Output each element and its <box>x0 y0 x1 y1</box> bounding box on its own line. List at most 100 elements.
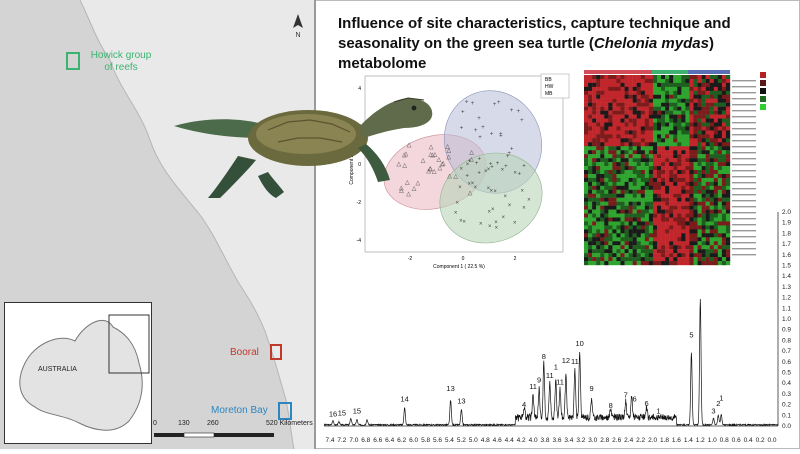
heatmap-cell <box>709 217 714 222</box>
heatmap-cell <box>588 257 593 262</box>
heatmap-cell <box>661 189 666 194</box>
pca-point-mb: × <box>508 203 512 209</box>
heatmap-cell <box>640 225 646 230</box>
heatmap-cell <box>701 257 706 262</box>
heatmap-cell <box>673 150 678 155</box>
heatmap-cell <box>648 126 654 131</box>
heatmap-cell <box>624 221 629 226</box>
heatmap-cell <box>604 158 609 163</box>
heatmap-cell <box>669 90 674 95</box>
heatmap-cell <box>721 86 727 92</box>
heatmap-cell <box>697 102 702 107</box>
heatmap-cell <box>665 106 670 111</box>
heatmap-cell <box>628 233 633 238</box>
heatmap-cell <box>717 197 723 202</box>
heatmap-cell <box>725 170 731 175</box>
nmr-y-tick-label: 1.7 <box>782 241 791 248</box>
heatmap-cell <box>644 193 650 198</box>
heatmap-cell <box>689 221 694 226</box>
heatmap-cell <box>616 177 621 183</box>
heatmap-cell <box>584 257 589 262</box>
heatmap-row-label <box>732 188 756 190</box>
heatmap-cell <box>717 177 723 183</box>
heatmap-cell <box>709 257 714 262</box>
heatmap-cell <box>709 90 714 95</box>
pca-point-mb: × <box>522 205 526 211</box>
heatmap-cell <box>669 221 674 226</box>
heatmap-cell <box>681 229 686 234</box>
heatmap-cell <box>661 126 666 131</box>
heatmap-cell <box>624 249 629 254</box>
heatmap-cell <box>620 154 625 159</box>
heatmap-cell <box>612 90 617 95</box>
heatmap-cell <box>644 86 650 92</box>
heatmap-cell <box>709 197 714 202</box>
heatmap-cell <box>677 138 682 143</box>
heatmap-cell <box>624 154 629 159</box>
heatmap-cell <box>689 126 694 131</box>
pca-point-hw: + <box>490 164 494 170</box>
heatmap-cell <box>689 118 694 123</box>
heatmap-cell <box>620 102 625 107</box>
heatmap-cell <box>673 229 678 234</box>
heatmap-cell <box>600 233 605 238</box>
heatmap-cell <box>632 158 637 163</box>
heatmap-cell <box>677 146 682 151</box>
pca-point-mb: × <box>495 225 499 231</box>
heatmap-cell <box>697 209 702 214</box>
heatmap-cell <box>608 181 613 187</box>
heatmap-cell <box>665 233 670 238</box>
heatmap-cell <box>665 110 670 115</box>
heatmap-cell <box>657 205 662 210</box>
heatmap-cell <box>673 110 678 115</box>
heatmap-cell <box>661 158 666 163</box>
heatmap-cell <box>721 225 727 230</box>
heatmap-cell <box>697 162 702 167</box>
heatmap-cell <box>693 134 698 139</box>
heatmap-cell <box>697 233 702 238</box>
heatmap-cell <box>652 106 658 111</box>
nmr-x-tick-label: 6.4 <box>385 437 394 444</box>
heatmap-cell <box>632 114 637 119</box>
heatmap-cell <box>709 146 714 151</box>
heatmap-group-bar-mb <box>688 70 730 74</box>
heatmap-cell <box>636 185 641 190</box>
heatmap-cell <box>709 245 714 250</box>
pca-legend-box <box>540 73 570 99</box>
heatmap-cell <box>713 102 719 107</box>
heatmap-cell <box>624 257 629 262</box>
heatmap-cell <box>612 78 617 84</box>
heatmap-cell <box>588 193 593 198</box>
heatmap-cell <box>612 177 617 183</box>
heatmap-cell <box>673 217 678 222</box>
heatmap-cell <box>584 130 589 135</box>
heatmap-cell <box>681 245 686 250</box>
heatmap-cell <box>657 217 662 222</box>
heatmap-cell <box>709 86 714 92</box>
heatmap-cell <box>624 229 629 234</box>
heatmap-cell <box>709 185 714 190</box>
heatmap-cell <box>592 213 597 218</box>
heatmap-cell <box>608 245 613 250</box>
heatmap-cell <box>620 94 625 99</box>
heatmap-cell <box>640 213 646 218</box>
heatmap-cell <box>685 170 690 175</box>
heatmap-cell <box>652 261 658 266</box>
heatmap-cell <box>689 78 694 84</box>
heatmap-cell <box>725 150 731 155</box>
heatmap-cell <box>640 118 646 123</box>
heatmap-cell <box>612 189 617 194</box>
heatmap-cell <box>701 166 706 171</box>
pca-point-hw: + <box>477 171 481 177</box>
heatmap-cell <box>644 201 650 206</box>
heatmap-cell <box>657 90 662 95</box>
heatmap-cell <box>648 146 654 151</box>
heatmap-cell <box>661 102 666 107</box>
heatmap-cell <box>717 158 723 163</box>
heatmap-cell <box>681 249 686 254</box>
heatmap-cell <box>709 110 714 115</box>
heatmap-cell <box>693 130 698 135</box>
heatmap-cell <box>600 86 605 92</box>
heatmap-cell <box>604 233 609 238</box>
heatmap-cell <box>624 253 629 258</box>
